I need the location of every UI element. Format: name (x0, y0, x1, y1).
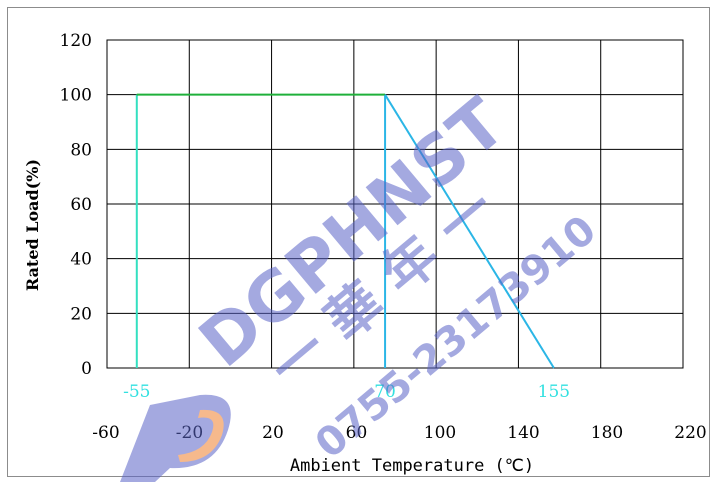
x-tick-label: 180 (591, 423, 623, 443)
watermark-logo-icon (120, 394, 231, 482)
x-tick-label: 100 (424, 423, 456, 443)
x-tick-label: 140 (507, 423, 539, 443)
y-axis-label: Rated Load(%) (23, 159, 42, 291)
annotation-labels: -55 70 155 (123, 382, 570, 402)
series-line (384, 94, 555, 369)
x-tick-label: 20 (262, 423, 284, 443)
annotation-label: -55 (123, 382, 150, 402)
x-tick-label: 220 (674, 423, 706, 443)
x-axis-label: Ambient Temperature (℃) (290, 456, 534, 476)
y-tick-labels: 0 20 40 60 80 100 120 (60, 31, 92, 379)
y-tick-label: 80 (70, 140, 92, 160)
x-tick-label: -60 (92, 423, 119, 443)
annotation-label: 155 (538, 382, 570, 402)
y-tick-label: 40 (70, 250, 92, 270)
annotation-label: 70 (374, 382, 396, 402)
y-tick-label: 0 (81, 359, 92, 379)
x-tick-label: 60 (346, 423, 368, 443)
chart-frame (7, 7, 710, 477)
series-lines (135, 93, 555, 369)
y-tick-label: 60 (70, 195, 92, 215)
y-tick-label: 100 (60, 86, 92, 106)
y-tick-label: 20 (70, 304, 92, 324)
y-tick-label: 120 (60, 31, 92, 51)
